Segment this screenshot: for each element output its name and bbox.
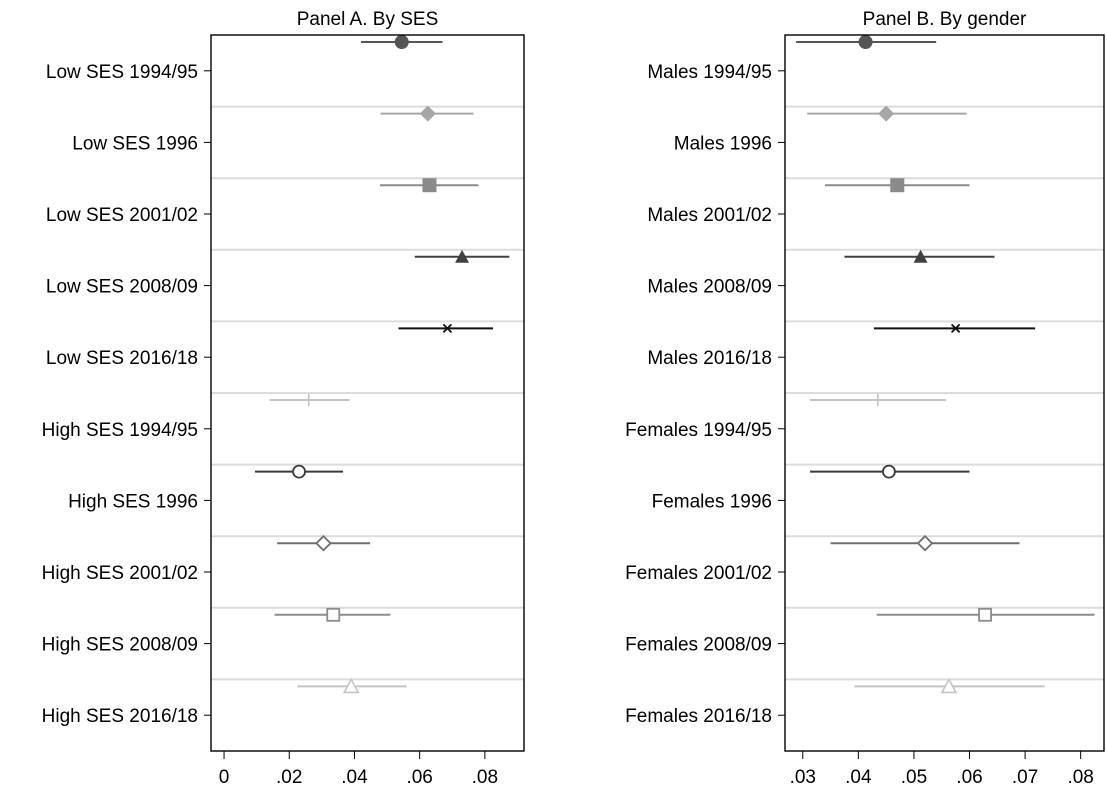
row-label: Males 1996 <box>674 133 772 154</box>
x-tick-label: .08 <box>1067 767 1093 788</box>
row-label: High SES 2001/02 <box>42 563 198 584</box>
row-label: High SES 1994/95 <box>42 420 198 441</box>
panel-title: Panel B. By gender <box>863 9 1027 30</box>
x-tick-label: .02 <box>276 767 302 788</box>
marker-triangle-filled <box>913 249 928 263</box>
row-label: Females 2008/09 <box>625 635 772 656</box>
x-tick-label: .06 <box>956 767 982 788</box>
row-label: Low SES 2016/18 <box>46 348 198 369</box>
marker-diamond-filled <box>419 105 436 122</box>
row-label: Females 1996 <box>652 491 772 512</box>
marker-diamond-open <box>916 534 934 552</box>
panel-title: Panel A. By SES <box>297 9 439 30</box>
marker-circle-filled <box>394 35 409 49</box>
plot-frame <box>784 34 1105 752</box>
marker-x-stroke <box>950 323 961 334</box>
row-label: Females 2016/18 <box>625 706 772 727</box>
x-tick-label: .05 <box>901 767 927 788</box>
marker-circle-filled <box>858 35 873 49</box>
row-label: Males 2016/18 <box>647 348 772 369</box>
row-label: Males 1994/95 <box>647 62 772 83</box>
marker-square-filled <box>422 178 437 193</box>
marker-diamond-filled <box>878 105 895 122</box>
marker-x-stroke <box>442 323 453 334</box>
x-tick-label: .07 <box>1012 767 1038 788</box>
plot-frame <box>210 34 525 752</box>
x-tick-label: .06 <box>406 767 432 788</box>
marker-circle-open <box>292 464 306 479</box>
marker-square-open <box>978 607 992 622</box>
row-label: Low SES 2001/02 <box>46 205 198 226</box>
panel-b: Panel B. By gender Males 1994/95 Males 199… <box>625 9 1105 788</box>
marker-square-open <box>326 607 341 622</box>
row-label: High SES 2008/09 <box>42 635 198 656</box>
row-label: Low SES 1996 <box>72 133 198 154</box>
row-label: Females 2001/02 <box>625 563 772 584</box>
marker-x <box>442 323 453 334</box>
x-tick-label: 0 <box>219 767 230 788</box>
marker-square-filled <box>890 178 905 193</box>
row-label: Low SES 2008/09 <box>46 277 198 298</box>
row-label: Low SES 1994/95 <box>46 62 198 83</box>
marker-diamond-open <box>315 534 332 552</box>
panel-a: Panel A. By SES Low SES 1994/95 Low SES 19… <box>42 9 525 788</box>
row-label: Males 2001/02 <box>647 205 772 226</box>
x-tick-label: .03 <box>790 767 816 788</box>
row-label: High SES 2016/18 <box>42 706 198 727</box>
x-tick-label: .04 <box>845 767 872 788</box>
row-label: Males 2008/09 <box>647 277 772 298</box>
x-tick-label: .08 <box>472 767 498 788</box>
marker-x <box>950 323 961 334</box>
row-label: Females 1994/95 <box>625 420 772 441</box>
marker-plus <box>872 394 883 406</box>
marker-plus <box>303 394 314 406</box>
marker-triangle-filled <box>455 249 470 263</box>
marker-circle-open <box>882 464 896 479</box>
marker-triangle-open <box>940 677 958 694</box>
x-tick-label: .04 <box>341 767 368 788</box>
row-label: High SES 1996 <box>68 491 198 512</box>
marker-triangle-open <box>342 677 360 694</box>
